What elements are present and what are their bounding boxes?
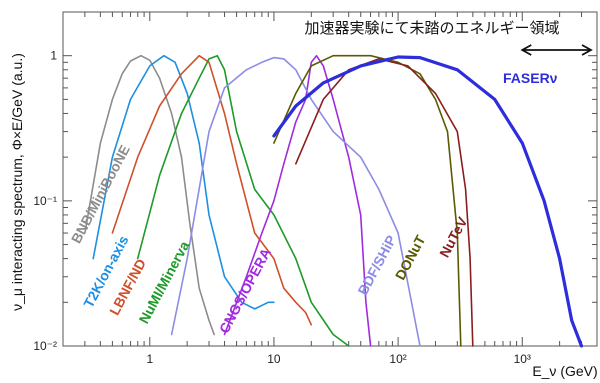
series-line-nutev (295, 58, 474, 347)
series-label-bnb-miniboone: BNB/MiniBooNE (68, 142, 133, 246)
annotation-arrow (520, 44, 593, 56)
annotation-text: 加速器実験にて未踏のエネルギー領域 (304, 19, 559, 37)
x-tick-label: 1 (146, 352, 153, 366)
series-label-faser: FASERν (503, 70, 558, 86)
y-tick-label: 10⁻² (33, 339, 57, 353)
series-line-faser (272, 55, 584, 348)
arrow-head-left (520, 44, 532, 56)
series-label-nutev: NuTeV (436, 214, 471, 260)
series-label-cngs-opera: CNGS/OPERA (216, 245, 274, 336)
series-line-bnb-miniboone (84, 54, 215, 336)
series-line-t2k-on-axis (92, 54, 275, 310)
y-axis-label: ν_μ interacting spectrum, Φ×E/GeV (a.u.) (9, 53, 25, 311)
series-label-numi-minerva: NuMI/Minerva (136, 238, 193, 326)
y-tick-label: 10⁻¹ (33, 194, 57, 208)
series-labels: BNB/MiniBooNET2K/on-axisLBNF/NDNuMI/Mine… (68, 70, 558, 336)
x-tick-label: 10³ (514, 352, 531, 366)
plot-frame (62, 11, 598, 347)
series-curves (84, 54, 584, 348)
x-axis-label: E_ν (GeV) (532, 363, 597, 379)
series-line-lbnf-nd (111, 54, 313, 326)
y-tick-label: 1 (50, 49, 57, 63)
series-line-bdf-ship (170, 56, 421, 347)
series-line-cngs-opera (223, 54, 372, 347)
series-line-donut (273, 54, 462, 347)
energy-annotation: 加速器実験にて未踏のエネルギー領域 (304, 19, 593, 56)
x-tick-label: 10 (267, 352, 281, 366)
series-line-numi-minerva (136, 54, 350, 347)
arrow-head-right (581, 44, 593, 56)
x-tick-label: 10² (389, 352, 406, 366)
y-axis-label-group: ν_μ interacting spectrum, Φ×E/GeV (a.u.) (9, 53, 25, 311)
series-label-bdf-ship: BDF/SHiP (354, 233, 399, 298)
